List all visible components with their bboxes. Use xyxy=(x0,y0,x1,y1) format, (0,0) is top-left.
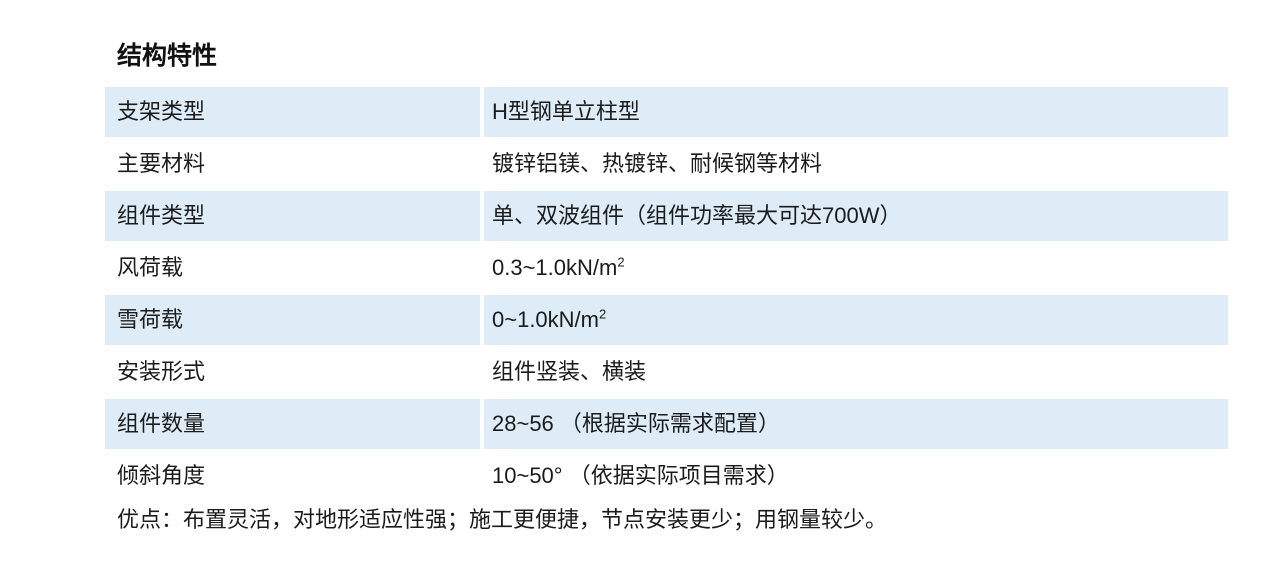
row-value-text: 10~50° （依据实际项目需求） xyxy=(492,463,789,488)
row-label: 主要材料 xyxy=(117,151,206,176)
row-value: 镀锌铝镁、热镀锌、耐候钢等材料 xyxy=(484,139,1228,189)
table-row: 倾斜角度 10~50° （依据实际项目需求） xyxy=(105,451,1228,501)
spec-section: 结构特性 支架类型 H型钢单立柱型 主要材料 镀锌铝镁、热镀锌、耐候钢等材料 组… xyxy=(105,38,1228,537)
row-value: 10~50° （依据实际项目需求） xyxy=(484,451,1228,501)
row-value-text: H型钢单立柱型 xyxy=(492,99,640,124)
row-label: 雪荷载 xyxy=(105,295,480,345)
row-value: 单、双波组件（组件功率最大可达700W） xyxy=(484,191,1228,241)
row-value: 28~56 （根据实际需求配置） xyxy=(484,399,1228,449)
row-value: 组件竖装、横装 xyxy=(484,347,1228,397)
section-title: 结构特性 xyxy=(117,42,218,70)
row-label: 支架类型 xyxy=(105,87,480,137)
row-label: 风荷载 xyxy=(117,255,184,280)
row-value: 0~1.0kN/m2 xyxy=(484,295,1228,345)
row-value-text: 镀锌铝镁、热镀锌、耐候钢等材料 xyxy=(492,151,823,176)
row-value-text: 0~1.0kN/m xyxy=(492,307,599,332)
table-row: 支架类型 H型钢单立柱型 xyxy=(105,87,1228,137)
row-label: 安装形式 xyxy=(117,359,206,384)
row-value-text: 组件竖装、横装 xyxy=(492,359,647,384)
row-label: 组件类型 xyxy=(105,191,480,241)
table-row: 雪荷载 0~1.0kN/m2 xyxy=(105,295,1228,345)
table-row: 主要材料 镀锌铝镁、热镀锌、耐候钢等材料 xyxy=(105,139,1228,189)
row-value-superscript: 2 xyxy=(617,254,625,270)
row-value: 0.3~1.0kN/m2 xyxy=(484,243,1228,293)
row-label: 组件数量 xyxy=(105,399,480,449)
row-value-text: 28~56 （根据实际需求配置） xyxy=(492,411,780,436)
row-value-text: 0.3~1.0kN/m xyxy=(492,255,618,280)
advantages-note: 优点：布置灵活，对地形适应性强；施工更便捷，节点安装更少；用钢量较少。 xyxy=(117,507,888,532)
table-row: 安装形式 组件竖装、横装 xyxy=(105,347,1228,397)
table-row: 组件数量 28~56 （根据实际需求配置） xyxy=(105,399,1228,449)
row-value: H型钢单立柱型 xyxy=(484,87,1228,137)
table-row: 组件类型 单、双波组件（组件功率最大可达700W） xyxy=(105,191,1228,241)
table-row: 风荷载 0.3~1.0kN/m2 xyxy=(105,243,1228,293)
row-value-text: 单、双波组件（组件功率最大可达700W） xyxy=(492,203,902,228)
row-value-superscript: 2 xyxy=(599,306,607,322)
row-label: 倾斜角度 xyxy=(117,463,206,488)
spec-table: 支架类型 H型钢单立柱型 主要材料 镀锌铝镁、热镀锌、耐候钢等材料 组件类型 单… xyxy=(105,87,1228,501)
